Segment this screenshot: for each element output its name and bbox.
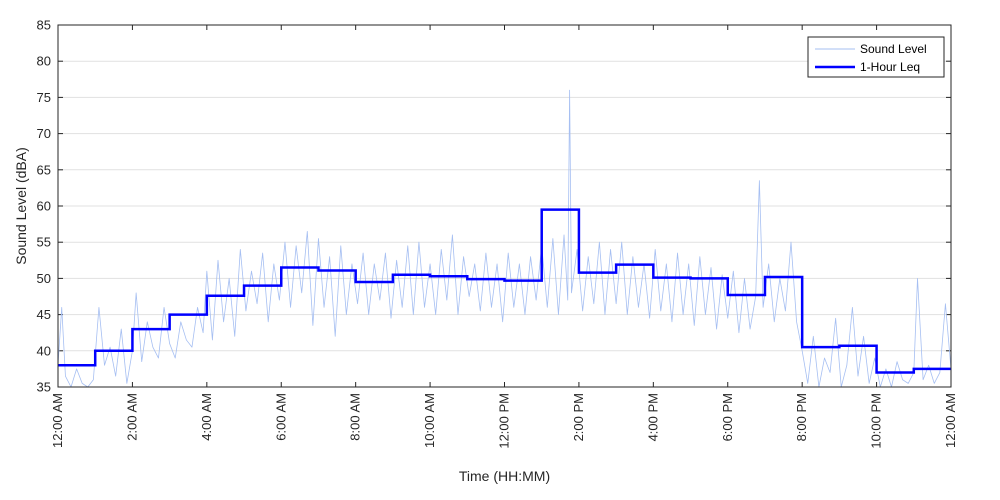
x-tick-label: 8:00 PM bbox=[794, 393, 809, 441]
y-tick-label: 40 bbox=[37, 343, 51, 358]
x-tick-label: 12:00 PM bbox=[497, 393, 512, 449]
x-tick-label: 10:00 PM bbox=[869, 393, 884, 449]
legend: Sound Level 1-Hour Leq bbox=[807, 36, 945, 78]
x-tick-label: 8:00 AM bbox=[348, 393, 363, 441]
y-tick-label: 70 bbox=[37, 126, 51, 141]
y-tick-label: 80 bbox=[37, 54, 51, 69]
y-tick-label: 60 bbox=[37, 199, 51, 214]
x-tick-label: 6:00 PM bbox=[720, 393, 735, 441]
y-tick-label: 65 bbox=[37, 162, 51, 177]
x-tick-label: 4:00 PM bbox=[645, 393, 660, 441]
y-tick-label: 35 bbox=[37, 380, 51, 395]
y-tick-label: 45 bbox=[37, 307, 51, 322]
y-axis-title: Sound Level (dBA) bbox=[13, 147, 29, 265]
sound-level-line bbox=[57, 89, 952, 388]
series-layer bbox=[57, 89, 952, 388]
plot-frame bbox=[57, 24, 952, 388]
y-tick-label: 75 bbox=[37, 90, 51, 105]
legend-box bbox=[807, 36, 945, 78]
y-tick-label: 55 bbox=[37, 235, 51, 250]
x-tick-label: 12:00 AM bbox=[943, 393, 958, 448]
x-axis-ticks: 12:00 AM 2:00 AM 4:00 AM 6:00 AM 8:00 AM 10:0… bbox=[50, 25, 958, 449]
legend-label-hourly-leq: 1-Hour Leq bbox=[860, 60, 920, 74]
x-tick-label: 10:00 AM bbox=[422, 393, 437, 448]
x-axis-title: Time (HH:MM) bbox=[459, 468, 550, 484]
x-tick-label: 2:00 PM bbox=[571, 393, 586, 441]
x-tick-label: 2:00 AM bbox=[124, 393, 139, 441]
y-tick-label: 85 bbox=[37, 18, 51, 33]
x-tick-label: 6:00 AM bbox=[273, 393, 288, 441]
hourly-leq-step-line bbox=[58, 208, 951, 374]
legend-label-sound-level: Sound Level bbox=[860, 42, 927, 56]
x-tick-label: 12:00 AM bbox=[50, 393, 65, 448]
y-tick-label: 50 bbox=[37, 271, 51, 286]
x-tick-label: 4:00 AM bbox=[199, 393, 214, 441]
